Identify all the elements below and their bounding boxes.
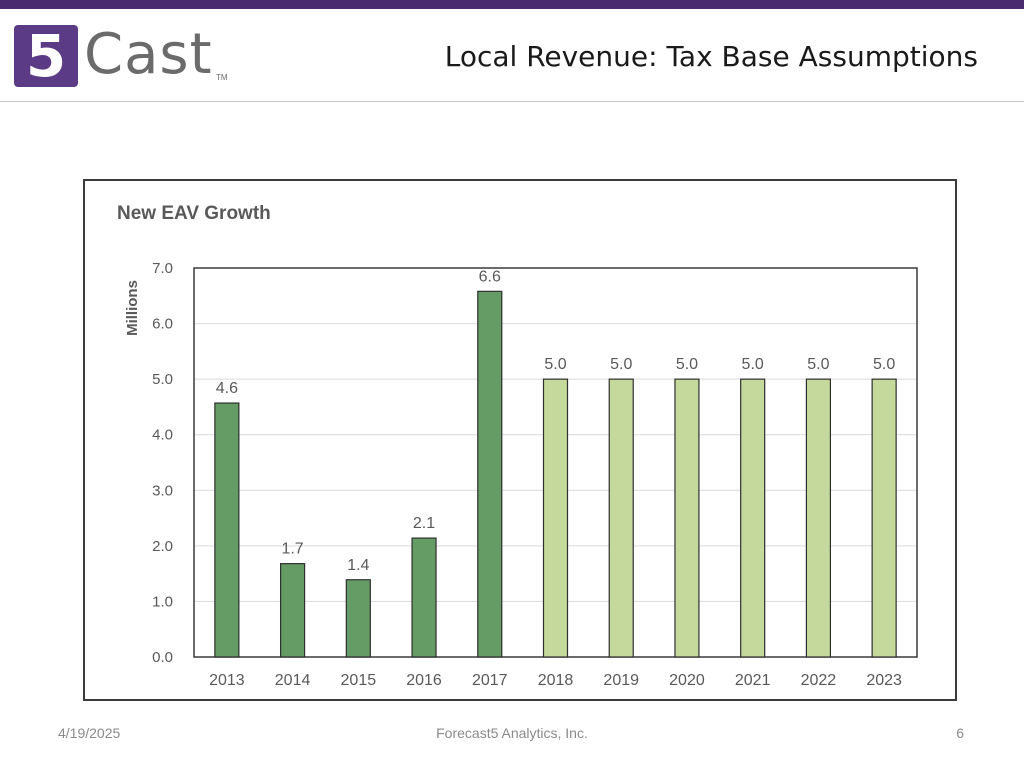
data-label-2013: 4.6 xyxy=(216,380,238,397)
bar-2021 xyxy=(740,378,766,658)
company-logo: 5 Cast TM xyxy=(14,22,228,89)
bar-2017 xyxy=(477,290,503,658)
y-tick-label: 2.0 xyxy=(152,538,173,555)
bar-2023 xyxy=(871,378,897,658)
data-label-2021: 5.0 xyxy=(742,356,764,373)
x-tick-label-2022: 2022 xyxy=(801,672,837,689)
footer-date: 4/19/2025 xyxy=(58,725,121,741)
footer-company: Forecast5 Analytics, Inc. xyxy=(436,725,588,741)
new-eav-growth-chart: New EAV Growth 0.0 1.0 2.0 3.0 4.0 5.0 6.0 7.0 Mi… xyxy=(117,203,918,689)
data-label-2014: 1.7 xyxy=(281,541,303,558)
y-tick-label: 0.0 xyxy=(152,649,173,666)
chart-title: New EAV Growth xyxy=(117,203,271,224)
logo-wordmark: Cast xyxy=(84,22,213,87)
x-tick-label-2021: 2021 xyxy=(735,672,771,689)
x-tick-label-2019: 2019 xyxy=(603,672,639,689)
y-axis-label: Millions xyxy=(124,280,141,336)
x-tick-label-2018: 2018 xyxy=(538,672,574,689)
slide-title: Local Revenue: Tax Base Assumptions xyxy=(444,40,978,73)
data-label-2016: 2.1 xyxy=(413,515,435,532)
data-label-2020: 5.0 xyxy=(676,356,698,373)
x-tick-label-2014: 2014 xyxy=(275,672,311,689)
x-tick-label-2017: 2017 xyxy=(472,672,508,689)
x-tick-label-2020: 2020 xyxy=(669,672,705,689)
y-tick-label: 6.0 xyxy=(152,316,173,333)
logo-trademark: TM xyxy=(216,73,228,82)
data-label-2022: 5.0 xyxy=(807,356,829,373)
y-tick-label: 3.0 xyxy=(152,482,173,499)
bar-2022 xyxy=(805,378,832,658)
bar-2018 xyxy=(542,378,569,658)
bar-2020 xyxy=(674,378,700,658)
logo-mark: 5 xyxy=(14,25,78,87)
x-tick-label-2013: 2013 xyxy=(209,672,245,689)
header-divider xyxy=(0,101,1024,102)
x-tick-label-2023: 2023 xyxy=(866,672,902,689)
y-tick-label: 7.0 xyxy=(152,260,173,277)
data-label-2023: 5.0 xyxy=(873,356,895,373)
chart-frame: New EAV Growth 0.0 1.0 2.0 3.0 4.0 5.0 6.0 7.0 Mi… xyxy=(83,179,957,701)
bar-2019 xyxy=(608,378,634,658)
data-label-2018: 5.0 xyxy=(544,356,566,373)
y-tick-label: 1.0 xyxy=(152,593,173,610)
data-label-2019: 5.0 xyxy=(610,356,632,373)
data-label-2015: 1.4 xyxy=(347,557,369,574)
x-tick-label-2015: 2015 xyxy=(341,672,377,689)
footer-page-number: 6 xyxy=(956,725,964,741)
bar-2015 xyxy=(345,579,371,658)
top-accent-bar xyxy=(0,0,1024,9)
y-tick-label: 4.0 xyxy=(152,427,173,444)
bar-2016 xyxy=(411,537,437,658)
x-tick-label-2016: 2016 xyxy=(406,672,442,689)
bar-2013 xyxy=(214,402,240,658)
y-tick-label: 5.0 xyxy=(152,371,173,388)
bar-2014 xyxy=(279,563,306,658)
data-label-2017: 6.6 xyxy=(479,268,501,285)
